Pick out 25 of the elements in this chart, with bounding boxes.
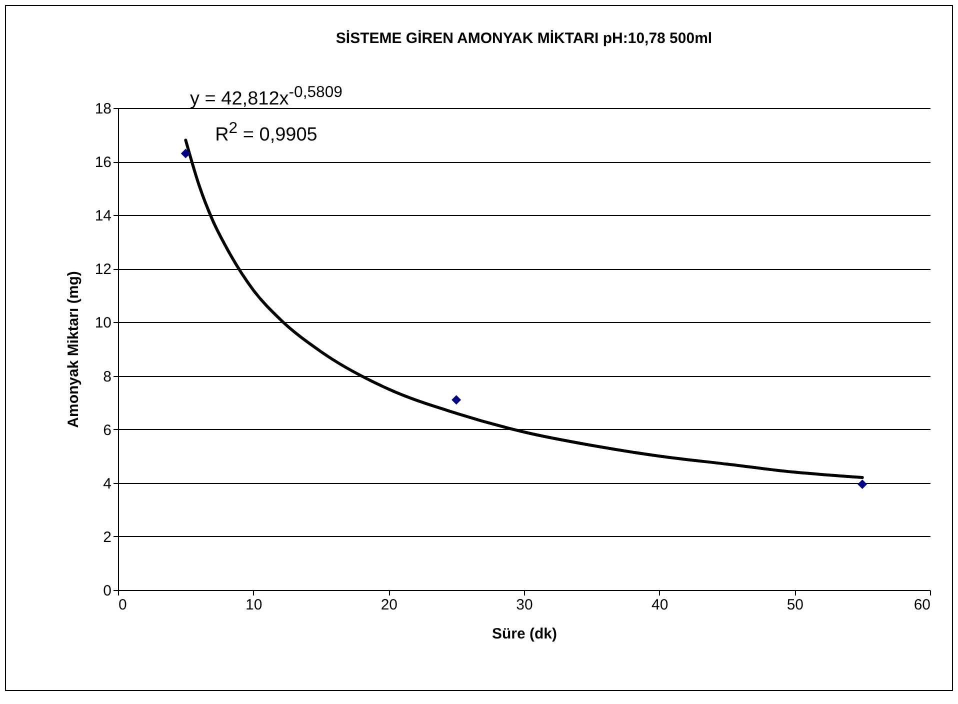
- y-tick-label: 16: [94, 154, 112, 172]
- x-tick-label: 50: [786, 596, 804, 614]
- y-tick-label: 12: [94, 261, 112, 278]
- annotation: R$^{2}$ = 0,9905: [214, 119, 318, 148]
- x-tick-label: 0: [118, 596, 127, 614]
- point: [452, 395, 462, 405]
- y-axis-title: Amonyak Miktarı (mg): [64, 271, 82, 428]
- y-tick-label: 6: [103, 422, 112, 439]
- x-axis-title: Süre (dk): [492, 626, 558, 642]
- point: [858, 479, 868, 489]
- x-tick-label: 10: [245, 596, 262, 614]
- y-tick-label: 8: [103, 368, 112, 386]
- point: [180, 148, 190, 158]
- y-tick-label: 10: [94, 314, 112, 332]
- x-tick-label: 30: [516, 596, 533, 614]
- y-tick-label: 14: [94, 208, 112, 225]
- x-tick-label: 40: [651, 596, 668, 614]
- annotation: y = 42,812x$^{-0,5809}$: [190, 83, 342, 112]
- y-tick-label: 0: [103, 582, 112, 600]
- x-tick-label: 20: [380, 596, 398, 614]
- y-tick-label: 2: [103, 528, 112, 546]
- x-tick-label: 60: [914, 596, 930, 614]
- y-tick-label: 4: [103, 475, 112, 492]
- y-tick-label: 18: [94, 100, 112, 118]
- chart-title: SİSTEME GİREN AMONYAK MİKTARI pH:10,78 500ml: [336, 30, 712, 47]
